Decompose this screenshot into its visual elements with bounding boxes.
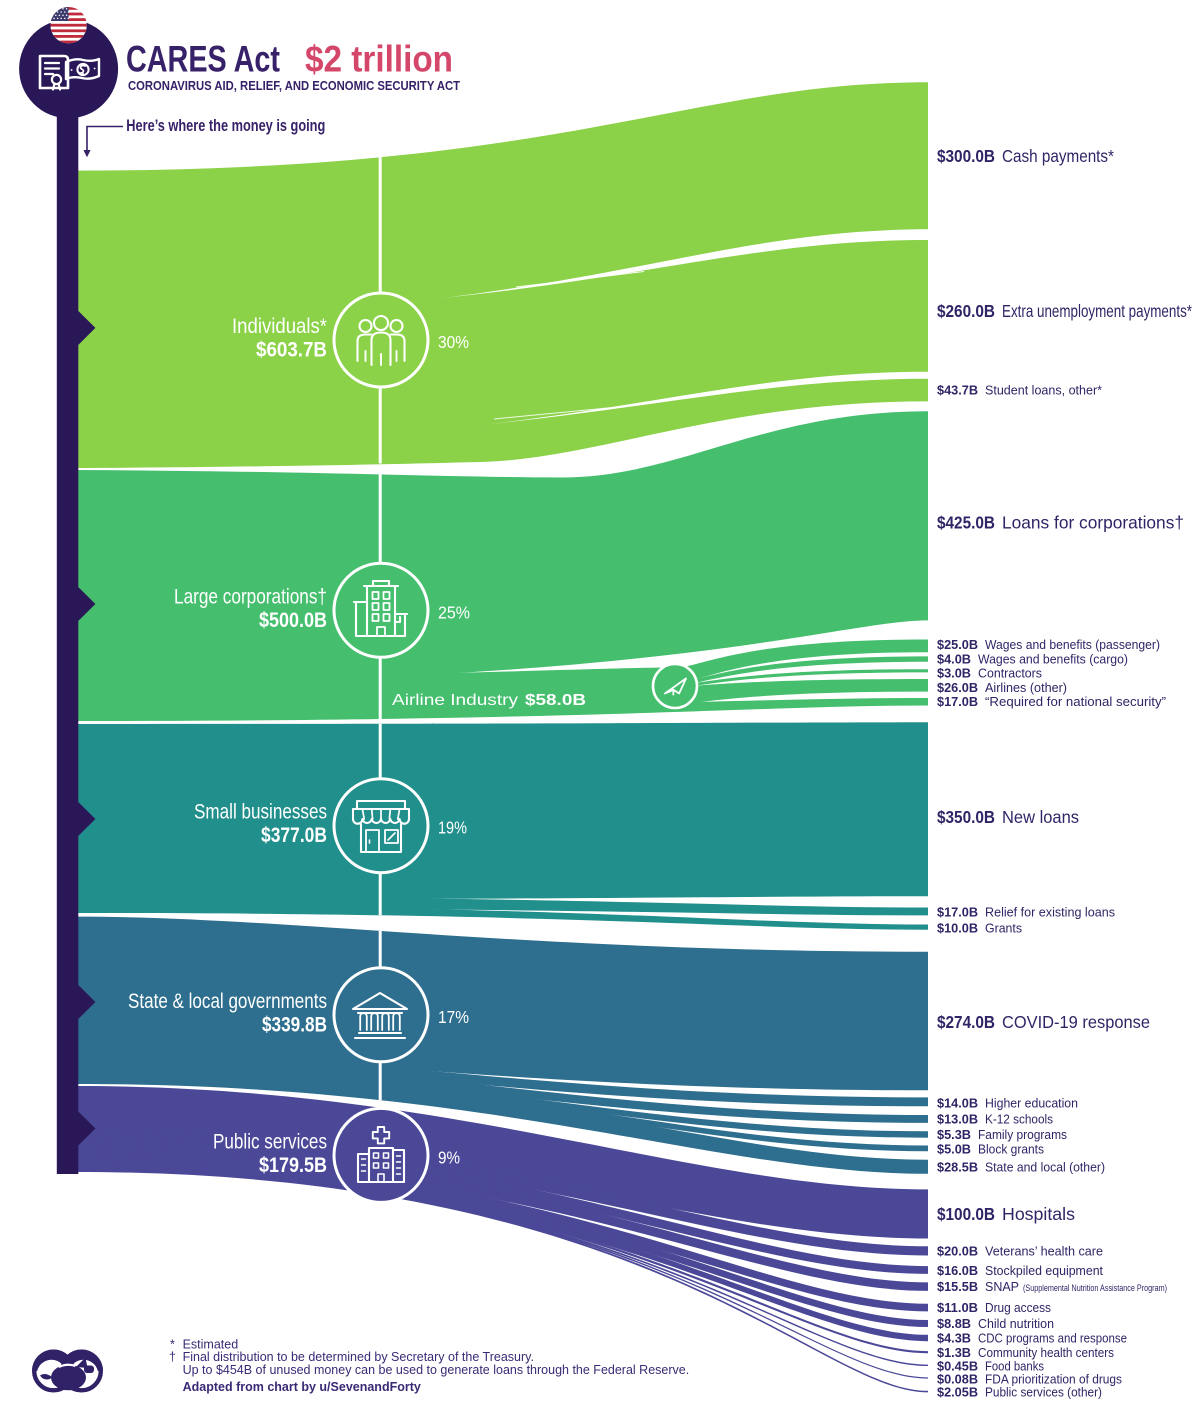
svg-text:17%: 17% [438, 1007, 469, 1027]
svg-text:$500.0B: $500.0B [259, 608, 327, 632]
svg-text:$2 trillion: $2 trillion [305, 38, 453, 80]
svg-text:Up to $454B of unused money ca: Up to $454B of unused money can be used … [183, 1363, 690, 1377]
svg-text:Adapted from chart by u/Sevena: Adapted from chart by u/SevenandForty [183, 1380, 421, 1394]
svg-text:25%: 25% [438, 602, 470, 622]
svg-text:†: † [169, 1350, 176, 1364]
svg-text:9%: 9% [438, 1147, 460, 1167]
svg-text:Small businesses: Small businesses [194, 801, 327, 824]
svg-text:CORONAVIRUS AID, RELIEF, AND E: CORONAVIRUS AID, RELIEF, AND ECONOMIC SE… [128, 78, 460, 93]
svg-text:Large corporations†: Large corporations† [174, 585, 327, 608]
svg-text:Final distribution to be deter: Final distribution to be determined by S… [183, 1350, 534, 1364]
svg-text:Public services: Public services [213, 1130, 327, 1153]
svg-text:*: * [170, 1337, 175, 1351]
svg-text:Estimated: Estimated [183, 1337, 239, 1351]
svg-text:Airline Industry$58.0B: Airline Industry $58.0B [392, 692, 586, 709]
svg-text:Individuals*: Individuals* [232, 315, 327, 338]
svg-text:State & local governments: State & local governments [128, 990, 327, 1013]
svg-text:$17.0B“Required for national s: $17.0B “Required for national security” [937, 694, 1166, 709]
svg-text:$339.8B: $339.8B [262, 1012, 327, 1036]
svg-text:$603.7B: $603.7B [256, 338, 327, 362]
svg-text:$377.0B: $377.0B [261, 823, 327, 847]
svg-text:Here’s where the money is goin: Here’s where the money is going [126, 117, 325, 135]
svg-text:CARES Act: CARES Act [126, 38, 280, 80]
svg-text:30%: 30% [438, 332, 469, 352]
svg-text:$179.5B: $179.5B [259, 1153, 327, 1177]
svg-text:19%: 19% [438, 818, 467, 838]
svg-text:$13.0BK-12 schools: $13.0B K-12 schools [937, 1112, 1053, 1127]
